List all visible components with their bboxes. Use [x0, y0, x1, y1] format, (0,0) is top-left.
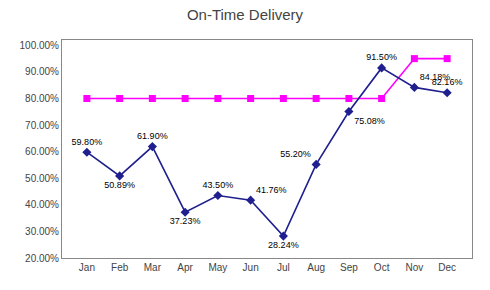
svg-text:50.00%: 50.00%	[25, 173, 59, 184]
svg-text:20.00%: 20.00%	[25, 253, 59, 264]
svg-text:Oct: Oct	[374, 262, 390, 273]
svg-text:Mar: Mar	[144, 262, 162, 273]
svg-text:90.00%: 90.00%	[25, 66, 59, 77]
svg-text:Nov: Nov	[405, 262, 423, 273]
svg-text:May: May	[208, 262, 227, 273]
svg-text:100.00%: 100.00%	[20, 40, 60, 51]
svg-text:55.20%: 55.20%	[280, 149, 311, 159]
svg-text:84.18%: 84.18%	[420, 72, 451, 82]
svg-text:91.50%: 91.50%	[366, 52, 397, 62]
svg-text:43.50%: 43.50%	[203, 180, 234, 190]
svg-text:Aug: Aug	[307, 262, 325, 273]
svg-text:61.90%: 61.90%	[137, 131, 168, 141]
svg-text:82.16%: 82.16%	[432, 77, 463, 87]
svg-text:59.80%: 59.80%	[72, 137, 103, 147]
svg-text:80.00%: 80.00%	[25, 93, 59, 104]
svg-text:60.00%: 60.00%	[25, 146, 59, 157]
svg-text:Jun: Jun	[243, 262, 259, 273]
svg-text:Apr: Apr	[177, 262, 193, 273]
svg-text:Feb: Feb	[111, 262, 129, 273]
svg-text:Jul: Jul	[277, 262, 290, 273]
svg-text:28.24%: 28.24%	[268, 240, 299, 250]
svg-text:Sep: Sep	[340, 262, 358, 273]
svg-text:Jan: Jan	[79, 262, 95, 273]
svg-text:41.76%: 41.76%	[256, 185, 287, 195]
svg-text:30.00%: 30.00%	[25, 226, 59, 237]
svg-text:Dec: Dec	[438, 262, 456, 273]
svg-text:70.00%: 70.00%	[25, 120, 59, 131]
svg-text:75.08%: 75.08%	[354, 116, 385, 126]
svg-text:37.23%: 37.23%	[170, 216, 201, 226]
svg-text:On-Time Delivery: On-Time Delivery	[187, 6, 304, 23]
svg-text:50.89%: 50.89%	[104, 180, 135, 190]
svg-text:40.00%: 40.00%	[25, 199, 59, 210]
